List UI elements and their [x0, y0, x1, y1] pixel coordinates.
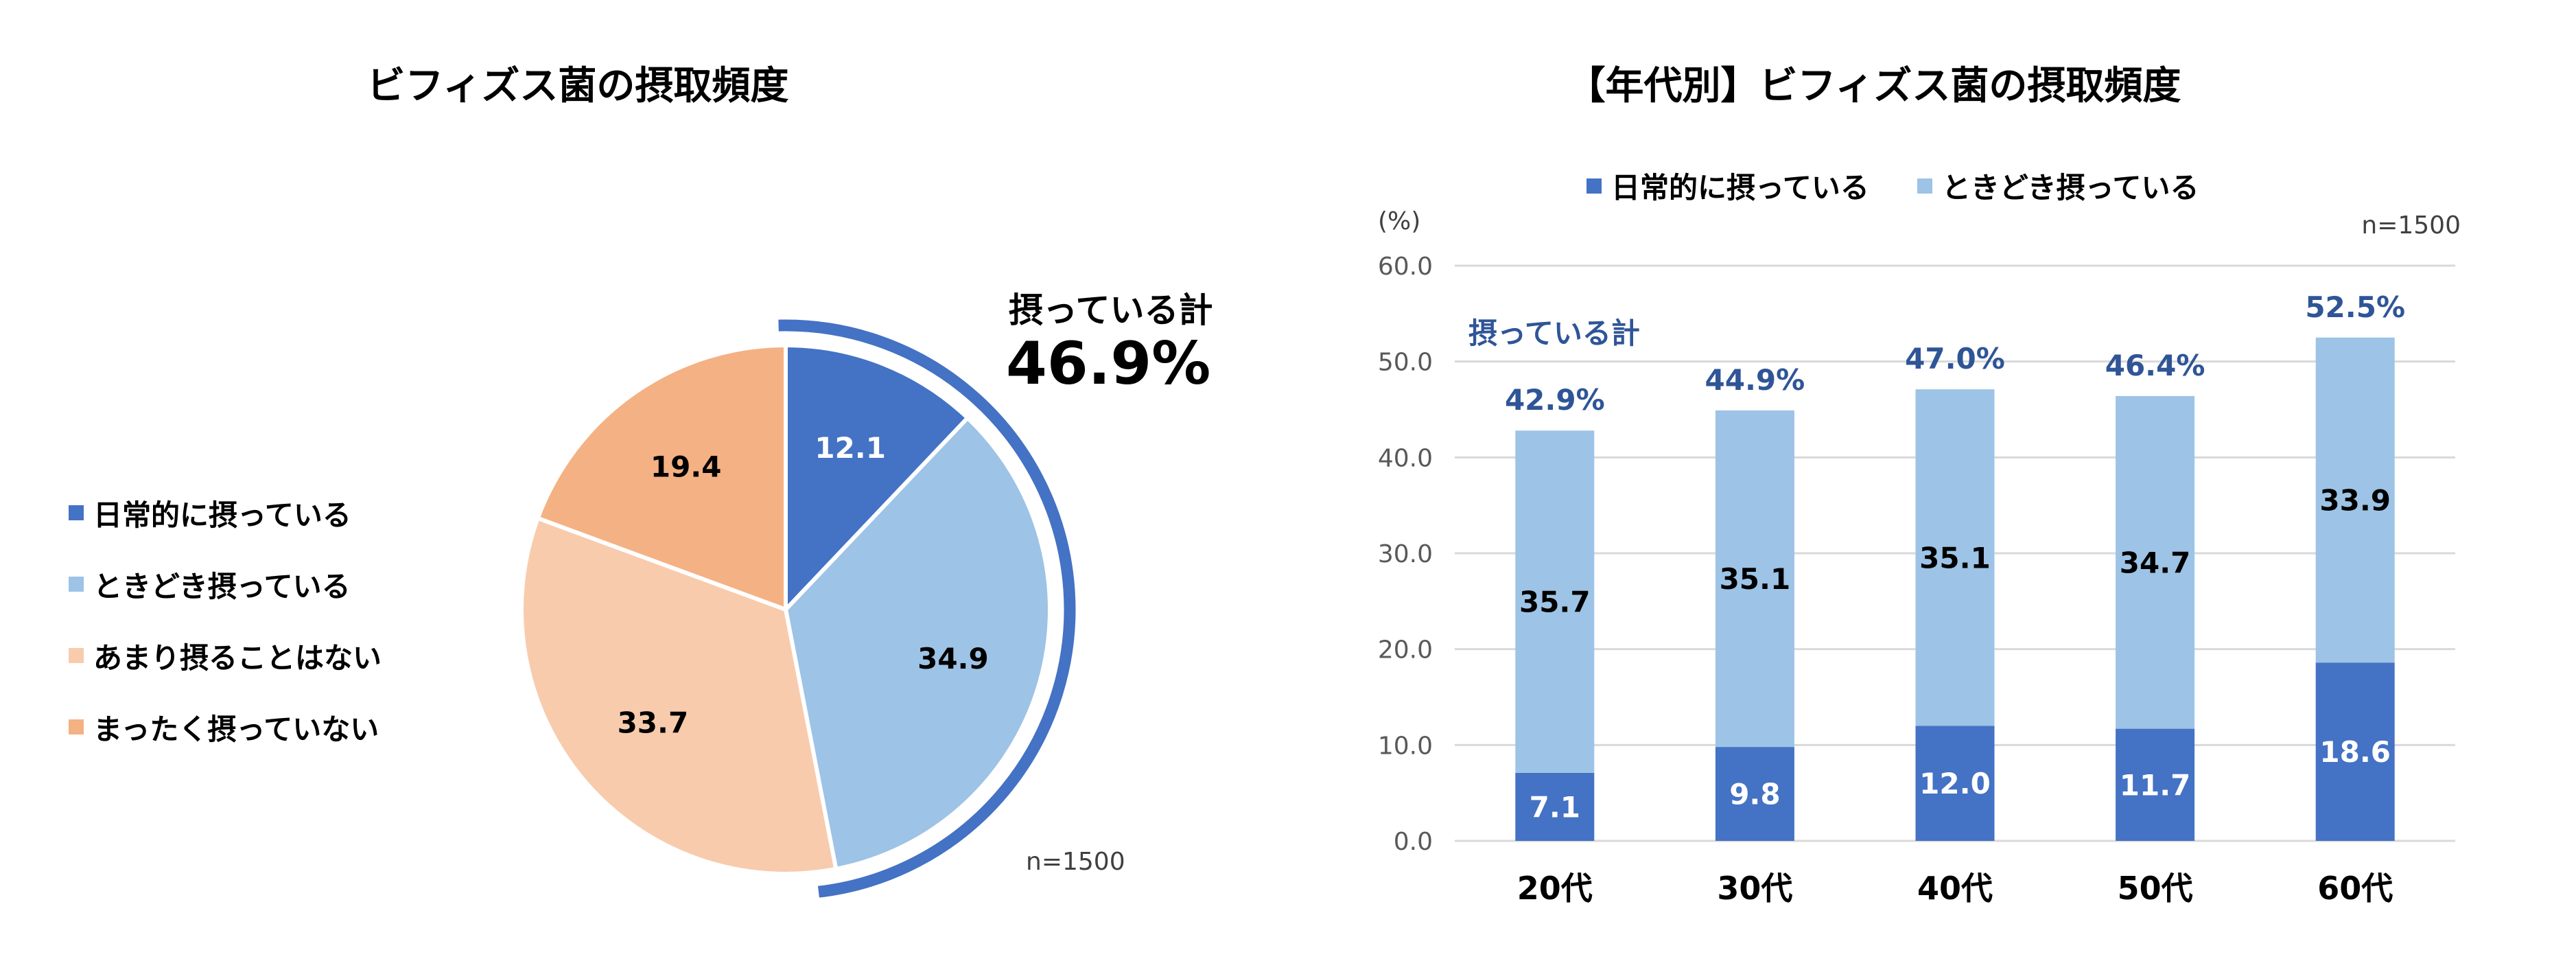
pie-legend-item-daily: 日常的に摂っている [69, 477, 382, 548]
bar-totals-label: 摂っている計 [1468, 316, 1640, 350]
pie-data-label: 12.1 [815, 431, 886, 465]
legend-label: まったく摂っていない [93, 712, 379, 746]
y-tick-label: 0.0 [1394, 828, 1433, 856]
bar-segment-daily [1715, 747, 1794, 841]
pie-total-highlight-arc [778, 319, 1076, 898]
bar-data-label: 35.1 [1919, 541, 1991, 575]
legend-swatch-sometimes [69, 577, 84, 592]
legend-label: あまり摂ることはない [93, 640, 382, 675]
pie-data-label: 19.4 [651, 450, 722, 484]
pie-slice [535, 343, 788, 613]
bar-segment-sometimes [1515, 430, 1595, 773]
bar-total-label: 52.5% [2305, 290, 2405, 324]
bar-segment-daily [1515, 772, 1595, 841]
legend-label: 日常的に摂っている [93, 498, 351, 532]
bar-legend-item-sometimes: ときどき摂っている [1917, 165, 2199, 207]
legend-swatch-sometimes [1917, 178, 1932, 194]
pie-slice [784, 343, 971, 615]
x-tick-label: 40代 [1917, 870, 1993, 907]
x-tick-label: 20代 [1517, 870, 1593, 907]
bar-data-label: 35.7 [1519, 586, 1591, 619]
y-tick-label: 30.0 [1378, 540, 1433, 568]
x-tick-label: 30代 [1717, 870, 1792, 907]
pie-slice [783, 415, 1052, 872]
bar-segment-daily [2315, 662, 2395, 841]
bar-legend-item-daily: 日常的に摂っている [1586, 165, 1869, 207]
pie-legend-item-rarely: あまり摂ることはない [69, 620, 382, 691]
bar-total-label: 44.9% [1705, 363, 1805, 397]
bar-data-label: 18.6 [2319, 735, 2391, 769]
bar-segment-sometimes [2315, 337, 2395, 663]
bar-data-label: 34.7 [2120, 546, 2191, 579]
bar-data-label: 9.8 [1729, 778, 1780, 811]
bar-total-label: 42.9% [1505, 383, 1605, 417]
pie-annotation-label: 摂っている計 [1009, 290, 1213, 330]
x-tick-label: 50代 [2118, 870, 2193, 907]
pie-legend-item-sometimes: ときどき摂っている [69, 548, 382, 620]
bar-data-label: 11.7 [2120, 768, 2191, 802]
bar-chart-title: 【年代別】ビフィズス菌の摂取頻度 [1567, 64, 2181, 108]
bar-total-label: 47.0% [1905, 342, 2005, 375]
y-tick-label: 20.0 [1378, 636, 1433, 664]
bar-segment-sometimes [1715, 410, 1794, 748]
y-tick-label: 50.0 [1378, 349, 1433, 377]
legend-label: ときどき摂っている [1941, 171, 2199, 205]
bar-data-label: 12.0 [1919, 767, 1991, 800]
bar-segment-daily [2116, 728, 2195, 841]
bar-data-label: 7.1 [1530, 790, 1580, 824]
bar-total-label: 46.4% [2105, 349, 2205, 382]
pie-data-label: 34.9 [917, 642, 989, 675]
bar-segment-sometimes [2116, 395, 2195, 729]
pie-legend: 日常的に摂っている ときどき摂っている あまり摂ることはない まったく摂っていな… [69, 477, 382, 763]
legend-swatch-daily [1586, 178, 1602, 194]
y-axis-unit: (%) [1378, 207, 1421, 235]
x-tick-label: 60代 [2317, 870, 2393, 907]
legend-label: ときどき摂っている [93, 569, 351, 603]
pie-annotation-value: 46.9% [1006, 329, 1211, 398]
legend-swatch-rarely [69, 648, 84, 663]
y-tick-label: 60.0 [1378, 253, 1433, 281]
pie-legend-item-never: まったく摂っていない [69, 691, 382, 763]
legend-swatch-never [69, 719, 84, 734]
y-tick-label: 10.0 [1378, 732, 1433, 760]
bar-data-label: 33.9 [2319, 483, 2391, 517]
bar-data-label: 35.1 [1720, 562, 1791, 596]
legend-swatch-daily [69, 505, 84, 520]
pie-data-label: 33.7 [618, 706, 689, 740]
bar-segment-daily [1915, 726, 1995, 841]
pie-sample-note: n=1500 [1026, 848, 1125, 876]
y-tick-label: 40.0 [1378, 444, 1433, 472]
legend-label: 日常的に摂っている [1611, 171, 1869, 205]
bar-sample-note: n=1500 [2361, 211, 2461, 240]
bar-legend: 日常的に摂っている ときどき摂っている [1586, 165, 2199, 207]
pie-chart-title: ビフィズス菌の摂取頻度 [366, 64, 789, 108]
pie-slice [519, 516, 839, 876]
pie-chart: 12.1 34.9 33.7 19.4 [519, 319, 1076, 898]
bar-segment-sometimes [1915, 389, 1995, 726]
